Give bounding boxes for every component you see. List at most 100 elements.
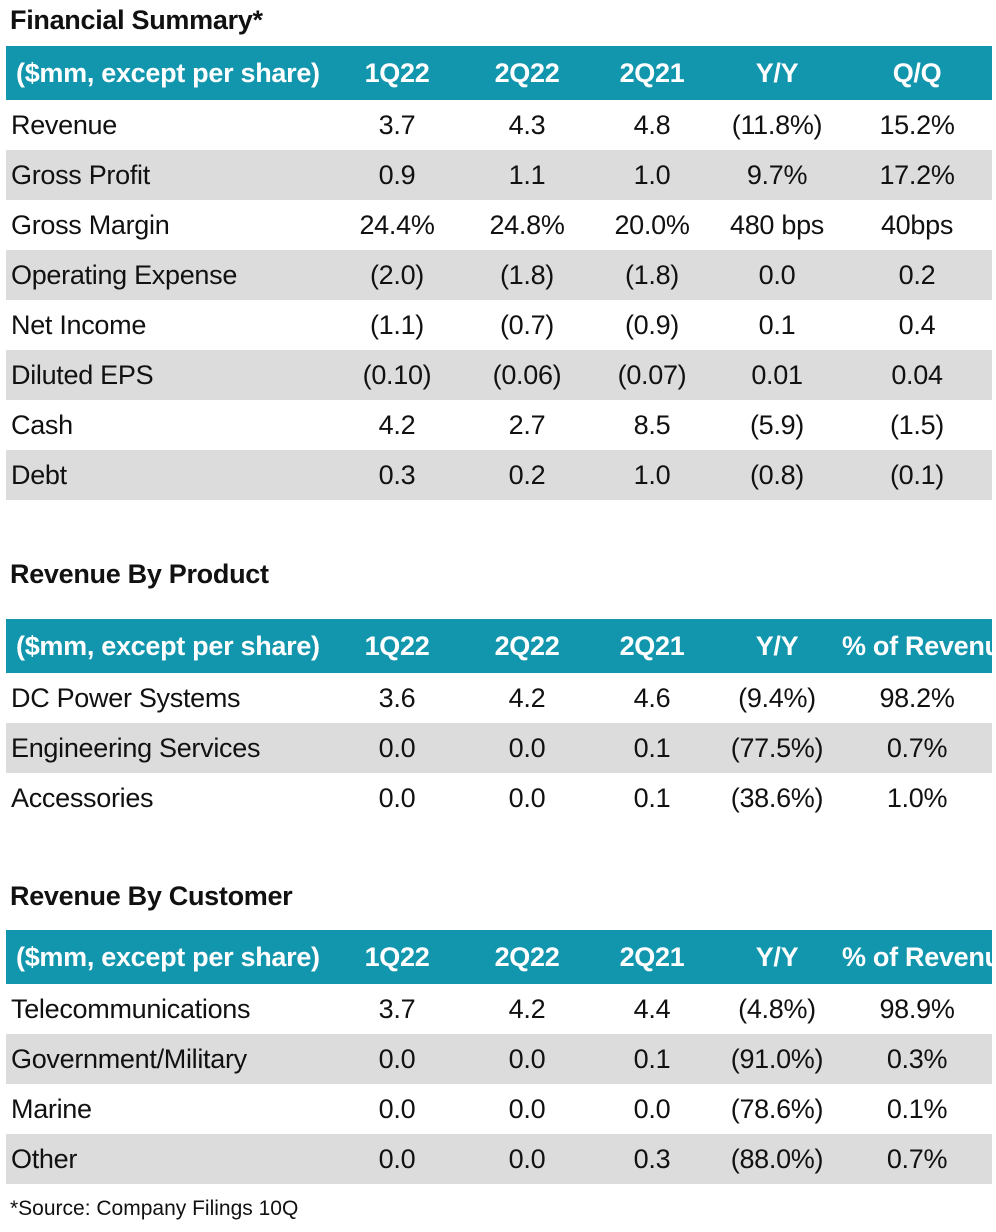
table-cell: (9.4%) bbox=[738, 682, 816, 713]
table-row: Cash 4.2 2.7 8.5 (5.9) (1.5) bbox=[6, 400, 992, 450]
table-cell: (2.0) bbox=[369, 259, 425, 290]
table-cell: (0.7) bbox=[499, 309, 555, 340]
table-cell: 0.7% bbox=[886, 732, 948, 763]
table-row: Other 0.0 0.0 0.3 (88.0%) 0.7% bbox=[6, 1134, 992, 1184]
table-cell: 0.1 bbox=[633, 732, 671, 763]
table-cell: 4.6 bbox=[633, 682, 671, 713]
column-header: 2Q21 bbox=[619, 57, 685, 88]
table-cell: 480 bps bbox=[730, 209, 824, 240]
table-row: Engineering Services 0.0 0.0 0.1 (77.5%)… bbox=[6, 723, 992, 773]
row-label: Net Income bbox=[11, 309, 147, 340]
table-row: Government/Military 0.0 0.0 0.1 (91.0%) … bbox=[6, 1034, 992, 1084]
column-header: 2Q22 bbox=[494, 941, 560, 972]
row-label: Diluted EPS bbox=[11, 359, 154, 390]
table-cell: 0.0 bbox=[508, 732, 546, 763]
table-cell: (78.6%) bbox=[730, 1093, 824, 1124]
table-cell: (1.1) bbox=[369, 309, 425, 340]
table-cell: (0.9) bbox=[624, 309, 680, 340]
column-header: 1Q22 bbox=[364, 941, 430, 972]
table-cell: 1.0 bbox=[633, 459, 671, 490]
table-cell: 0.1% bbox=[886, 1093, 948, 1124]
table-cell: (0.8) bbox=[749, 459, 805, 490]
table-cell: 0.0 bbox=[508, 1043, 546, 1074]
table-cell: 0.0 bbox=[758, 259, 796, 290]
column-header: ($mm, except per share) bbox=[16, 941, 320, 972]
column-header: 2Q22 bbox=[494, 630, 560, 661]
table-row: Debt 0.3 0.2 1.0 (0.8) (0.1) bbox=[6, 450, 992, 500]
row-label: Gross Profit bbox=[11, 159, 150, 190]
table-row: Marine 0.0 0.0 0.0 (78.6%) 0.1% bbox=[6, 1084, 992, 1134]
table-cell: 3.7 bbox=[378, 993, 416, 1024]
revenue-by-product-table: ($mm, except per share) 1Q22 2Q22 2Q21 Y… bbox=[6, 619, 996, 823]
table-cell: 24.8% bbox=[489, 209, 565, 240]
table-cell: 0.3 bbox=[378, 459, 416, 490]
table-row: Accessories 0.0 0.0 0.1 (38.6%) 1.0% bbox=[6, 773, 992, 823]
table-cell: (0.10) bbox=[362, 359, 432, 390]
table-cell: 0.4 bbox=[898, 309, 936, 340]
table-cell: 0.7% bbox=[886, 1143, 948, 1174]
table-cell: (4.8%) bbox=[738, 993, 816, 1024]
table-cell: 0.0 bbox=[378, 1093, 416, 1124]
row-label: Marine bbox=[11, 1093, 92, 1124]
table-cell: 0.0 bbox=[633, 1093, 671, 1124]
source-footnote: *Source: Company Filings 10Q bbox=[10, 1197, 299, 1220]
table-cell: 0.1 bbox=[633, 782, 671, 813]
column-header: 2Q22 bbox=[494, 57, 560, 88]
table-cell: 0.0 bbox=[508, 1143, 546, 1174]
table-cell: 0.9 bbox=[378, 159, 416, 190]
table-cell: 4.2 bbox=[508, 993, 546, 1024]
table-cell: 15.2% bbox=[879, 109, 955, 140]
table-cell: 0.0 bbox=[378, 1043, 416, 1074]
table-cell: (38.6%) bbox=[730, 782, 824, 813]
column-header: 2Q21 bbox=[619, 630, 685, 661]
table-cell: 0.3% bbox=[886, 1043, 948, 1074]
table-cell: (0.07) bbox=[617, 359, 687, 390]
table-cell: 0.0 bbox=[378, 1143, 416, 1174]
table-row: Telecommunications 3.7 4.2 4.4 (4.8%) 98… bbox=[6, 984, 992, 1034]
revenue-by-customer-title: Revenue By Customer bbox=[10, 881, 293, 911]
table-row: Revenue 3.7 4.3 4.8 (11.8%) 15.2% bbox=[6, 100, 992, 150]
table-cell: (0.06) bbox=[492, 359, 562, 390]
table-cell: 98.2% bbox=[879, 682, 955, 713]
row-label: Engineering Services bbox=[11, 732, 261, 763]
table-row: Diluted EPS (0.10) (0.06) (0.07) 0.01 0.… bbox=[6, 350, 992, 400]
financial-summary-title: Financial Summary* bbox=[10, 5, 263, 35]
table-row: Operating Expense (2.0) (1.8) (1.8) 0.0 … bbox=[6, 250, 992, 300]
table-cell: 0.0 bbox=[378, 732, 416, 763]
table-header-row: ($mm, except per share) 1Q22 2Q22 2Q21 Y… bbox=[6, 619, 996, 673]
column-header: 1Q22 bbox=[364, 630, 430, 661]
financial-summary-table: ($mm, except per share) 1Q22 2Q22 2Q21 Y… bbox=[6, 46, 992, 500]
column-header: % of Revenue bbox=[842, 941, 996, 972]
table-cell: 98.9% bbox=[879, 993, 955, 1024]
table-cell: 1.0 bbox=[633, 159, 671, 190]
table-cell: 2.7 bbox=[508, 409, 546, 440]
table-cell: 0.01 bbox=[751, 359, 803, 390]
row-label: Government/Military bbox=[11, 1043, 247, 1074]
table-header-row: ($mm, except per share) 1Q22 2Q22 2Q21 Y… bbox=[6, 930, 996, 984]
table-cell: 0.0 bbox=[378, 782, 416, 813]
column-header: 2Q21 bbox=[619, 941, 685, 972]
table-cell: 40bps bbox=[880, 209, 954, 240]
revenue-by-product-title: Revenue By Product bbox=[10, 559, 269, 589]
table-cell: 0.3 bbox=[633, 1143, 671, 1174]
table-cell: (5.9) bbox=[749, 409, 805, 440]
table-cell: 4.3 bbox=[508, 109, 546, 140]
table-cell: 24.4% bbox=[359, 209, 435, 240]
column-header: Y/Y bbox=[755, 630, 799, 661]
table-cell: 1.0% bbox=[886, 782, 948, 813]
table-cell: 17.2% bbox=[879, 159, 955, 190]
row-label: Revenue bbox=[11, 109, 117, 140]
table-header-row: ($mm, except per share) 1Q22 2Q22 2Q21 Y… bbox=[6, 46, 992, 100]
table-row: DC Power Systems 3.6 4.2 4.6 (9.4%) 98.2… bbox=[6, 673, 992, 723]
column-header: Y/Y bbox=[755, 57, 799, 88]
row-label: Other bbox=[11, 1143, 78, 1174]
table-cell: (1.8) bbox=[624, 259, 680, 290]
row-label: Operating Expense bbox=[11, 259, 238, 290]
table-cell: 3.6 bbox=[378, 682, 416, 713]
revenue-by-customer-table: ($mm, except per share) 1Q22 2Q22 2Q21 Y… bbox=[6, 930, 996, 1184]
table-cell: 0.04 bbox=[891, 359, 943, 390]
column-header: 1Q22 bbox=[364, 57, 430, 88]
table-cell: 4.4 bbox=[633, 993, 671, 1024]
table-cell: 9.7% bbox=[746, 159, 808, 190]
row-label: Accessories bbox=[11, 782, 154, 813]
